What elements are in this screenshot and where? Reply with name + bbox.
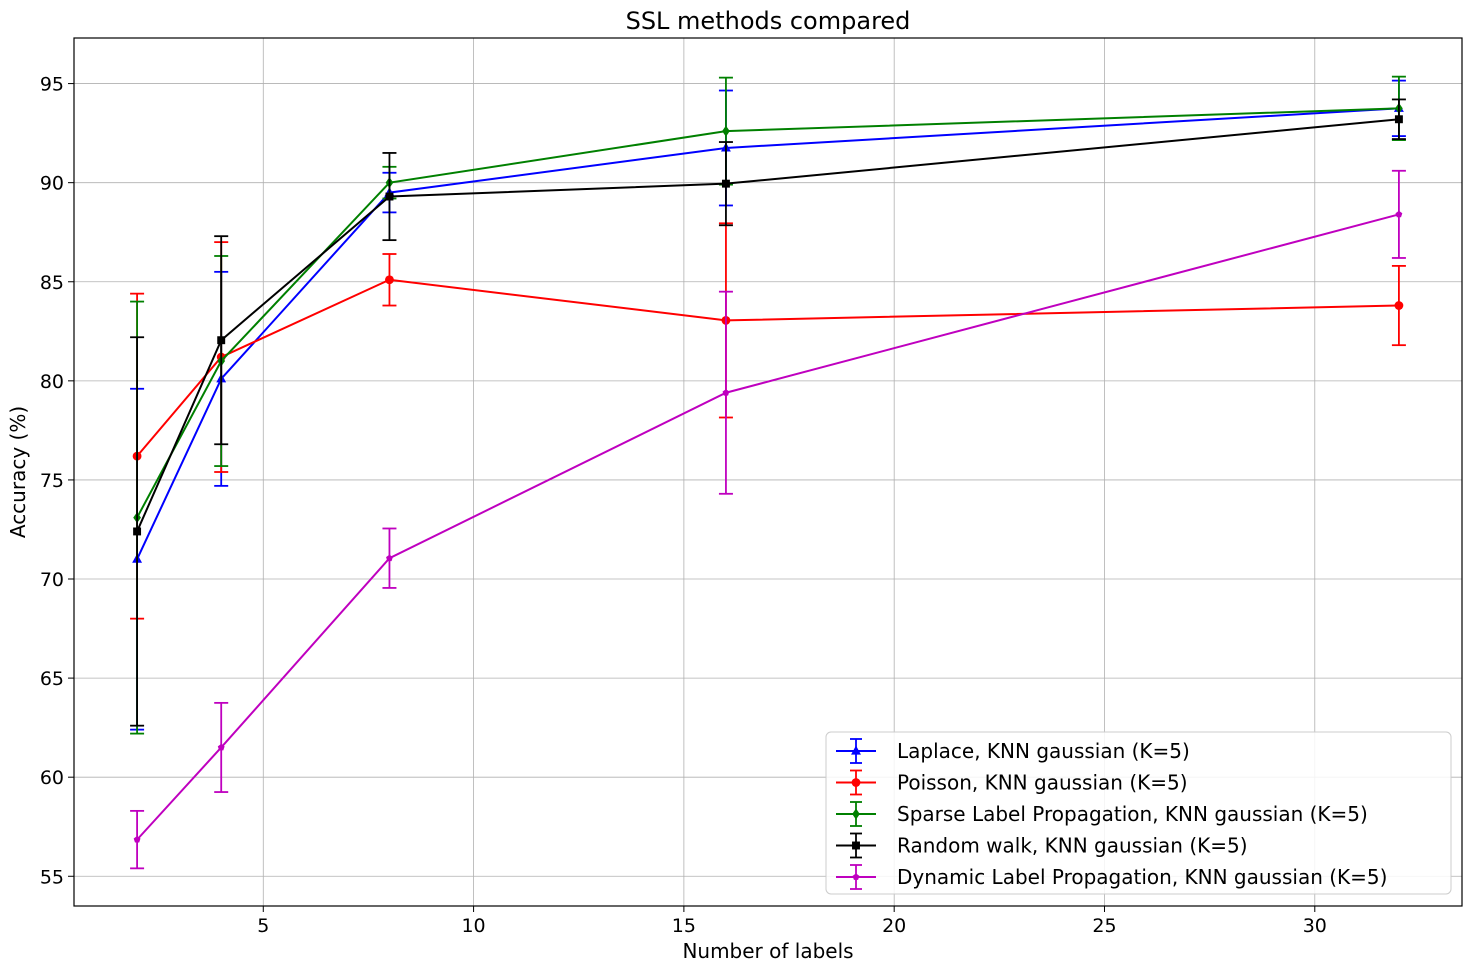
x-tick-label: 5 [257,915,269,937]
y-tick-label: 80 [40,371,64,393]
data-point [1395,210,1403,218]
data-point [386,554,393,562]
legend-label: Laplace, KNN gaussian (K=5) [897,739,1190,763]
series-3 [130,98,1406,727]
y-tick-label: 65 [40,668,64,690]
data-point [721,179,730,188]
legend-label: Random walk, KNN gaussian (K=5) [897,834,1248,858]
data-point [1394,115,1403,124]
legend-item: Laplace, KNN gaussian (K=5) [836,738,1190,764]
data-point [133,836,141,843]
legend-item: Dynamic Label Propagation, KNN gaussian … [836,864,1387,890]
y-tick-label: 60 [40,767,64,789]
chart-title: SSL methods compared [626,7,911,35]
legend-marker [852,873,860,880]
y-tick-label: 85 [40,272,64,294]
legend-item: Sparse Label Propagation, KNN gaussian (… [836,801,1368,827]
x-axis-label: Number of labels [682,939,853,963]
legend-marker [851,778,861,787]
plot-frame [73,37,1463,907]
y-tick-label: 70 [40,569,64,591]
data-point [217,336,226,345]
legend-item: Random walk, KNN gaussian (K=5) [836,832,1248,859]
series-layer [130,75,1406,870]
data-point [385,275,394,285]
x-tick-label: 20 [882,915,906,937]
data-point [1394,301,1404,310]
y-tick-label: 95 [40,74,64,96]
legend-marker [852,841,860,850]
data-point [722,389,730,396]
y-tick-label: 55 [40,866,64,888]
data-point [133,527,142,536]
x-tick-label: 15 [672,915,696,937]
legend-marker [852,808,860,820]
y-tick-label: 90 [40,173,64,195]
data-point [722,125,730,137]
y-axis-label: Accuracy (%) [6,406,30,538]
grid [74,38,1462,906]
data-point [385,192,394,201]
data-point [217,743,225,751]
series-4 [130,169,1406,870]
legend: Laplace, KNN gaussian (K=5) Poisson, KNN … [825,731,1452,895]
legend-item: Poisson, KNN gaussian (K=5) [836,769,1188,796]
legend-label: Dynamic Label Propagation, KNN gaussian … [897,865,1387,889]
legend-box [825,731,1452,895]
x-tick-label: 30 [1303,915,1327,937]
ticks: 5 10 15 20 25 30 55 60 65 70 75 80 85 90 95 [40,74,1327,937]
legend-marker [851,745,861,755]
legend-label: Sparse Label Propagation, KNN gaussian (… [897,802,1368,826]
y-tick-label: 75 [40,470,64,492]
x-tick-label: 25 [1092,915,1116,937]
x-tick-label: 10 [461,915,485,937]
legend-label: Poisson, KNN gaussian (K=5) [897,771,1188,795]
